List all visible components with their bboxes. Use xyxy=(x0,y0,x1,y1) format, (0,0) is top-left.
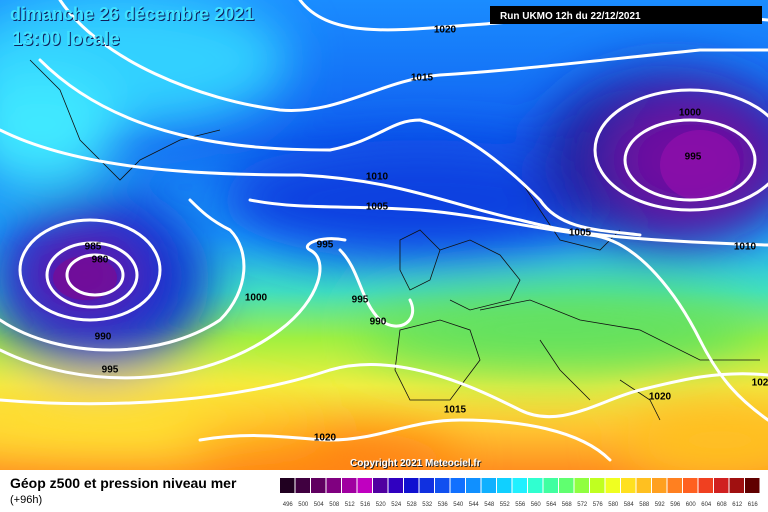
legend-label: 604 xyxy=(701,502,712,508)
isobar-label: 1015 xyxy=(444,405,467,416)
isobars xyxy=(0,0,768,460)
copyright-shadow: Copyright 2021 Meteociel.fr xyxy=(351,459,482,470)
legend-swatch xyxy=(667,478,682,493)
legend-swatch xyxy=(745,478,760,493)
legend-swatch xyxy=(388,478,403,493)
coastlines xyxy=(29,59,760,421)
isobar-label: 980 xyxy=(92,255,109,266)
isobar-labels: 1020 1015 1010 1005 1000 995 1005 1010 995 985 980… xyxy=(85,25,768,444)
legend-swatch xyxy=(528,478,543,493)
legend-swatch xyxy=(342,478,357,493)
time-shadow: 13:00 locale xyxy=(13,30,121,51)
legend-label: 584 xyxy=(624,502,635,508)
time: 13:00 locale xyxy=(12,29,120,50)
isobar-label: 985 xyxy=(85,242,102,253)
legend-label: 568 xyxy=(562,502,573,508)
legend-swatch xyxy=(636,478,651,493)
isobar-label: 995 xyxy=(685,152,702,163)
legend-swatch xyxy=(373,478,388,493)
copyright: Copyright 2021 Meteociel.fr xyxy=(350,458,481,469)
legend-swatch xyxy=(559,478,574,493)
low-core xyxy=(660,130,740,200)
legend-label: 592 xyxy=(655,502,666,508)
legend-label: 532 xyxy=(422,502,433,508)
isobar-label: 1020 xyxy=(649,392,672,403)
legend-swatch xyxy=(357,478,372,493)
legend-label: 520 xyxy=(376,502,387,508)
isobar-label: 1020 xyxy=(434,25,457,36)
legend-swatch xyxy=(698,478,713,493)
isobar-label: 1010 xyxy=(366,172,389,183)
color-legend: 496 500 504 508 512 516 520 524 528 532 536 540 544 5… xyxy=(280,478,760,508)
legend-swatch xyxy=(497,478,512,493)
legend-label: 564 xyxy=(546,502,557,508)
legend-swatch xyxy=(621,478,636,493)
legend-label: 528 xyxy=(407,502,418,508)
run-box xyxy=(490,6,762,24)
date-shadow: dimanche 26 décembre 2021 xyxy=(11,5,255,25)
isobar-label: 1000 xyxy=(245,293,268,304)
legend-swatch xyxy=(590,478,605,493)
legend-swatch xyxy=(729,478,744,493)
isobar-label: 1010 xyxy=(734,242,757,253)
isobar-label: 990 xyxy=(95,332,112,343)
legend-label: 612 xyxy=(732,502,743,508)
legend-label: 572 xyxy=(577,502,588,508)
legend-swatch xyxy=(450,478,465,493)
isobar-label: 1020 xyxy=(314,433,337,444)
legend-swatch xyxy=(404,478,419,493)
legend-swatch xyxy=(311,478,326,493)
isobar-label: 1015 xyxy=(411,73,434,84)
legend-label: 540 xyxy=(453,502,464,508)
legend-swatch xyxy=(543,478,558,493)
legend-swatch xyxy=(481,478,496,493)
legend-label: 516 xyxy=(360,502,371,508)
legend-label: 556 xyxy=(515,502,526,508)
isobar-label: 995 xyxy=(352,295,369,306)
isobar-label: 990 xyxy=(370,317,387,328)
isobar-label: 995 xyxy=(102,365,119,376)
legend-label: 524 xyxy=(391,502,402,508)
isobar-label: 995 xyxy=(317,240,334,251)
legend-label: 588 xyxy=(639,502,650,508)
legend-label: 600 xyxy=(686,502,697,508)
isobar-label: 1005 xyxy=(366,202,389,213)
legend-label: 508 xyxy=(329,502,340,508)
legend-label: 504 xyxy=(314,502,325,508)
legend-label: 496 xyxy=(283,502,294,508)
isobar-label: 102 xyxy=(752,378,768,389)
legend-swatch xyxy=(652,478,667,493)
legend-swatch xyxy=(435,478,450,493)
footer-title: Géop z500 et pression niveau mer xyxy=(10,475,237,491)
legend-swatch xyxy=(295,478,310,493)
legend-label: 560 xyxy=(531,502,542,508)
legend-label: 548 xyxy=(484,502,495,508)
legend-swatch xyxy=(683,478,698,493)
legend-label: 544 xyxy=(469,502,480,508)
legend-swatch xyxy=(605,478,620,493)
legend-label: 552 xyxy=(500,502,511,508)
footer-subtitle: (+96h) xyxy=(10,494,42,506)
isobar-label: 1005 xyxy=(569,228,592,239)
legend-swatch xyxy=(574,478,589,493)
date: dimanche 26 décembre 2021 xyxy=(10,4,254,24)
legend-swatch xyxy=(280,478,295,493)
legend-swatch xyxy=(714,478,729,493)
legend-swatch xyxy=(326,478,341,493)
run-info: Run UKMO 12h du 22/12/2021 xyxy=(500,11,641,22)
legend-label: 580 xyxy=(608,502,619,508)
legend-label: 500 xyxy=(298,502,309,508)
legend-label: 536 xyxy=(438,502,449,508)
map-area: 1020 1015 1010 1005 1000 995 1005 1010 995 985 980… xyxy=(0,0,768,470)
legend-swatch xyxy=(466,478,481,493)
legend-swatch xyxy=(512,478,527,493)
legend-label: 616 xyxy=(748,502,759,508)
isobar-label: 1000 xyxy=(679,108,702,119)
legend-label: 608 xyxy=(717,502,728,508)
legend-swatch xyxy=(419,478,434,493)
legend-label: 576 xyxy=(593,502,604,508)
legend-label: 512 xyxy=(345,502,356,508)
legend-label: 596 xyxy=(670,502,681,508)
